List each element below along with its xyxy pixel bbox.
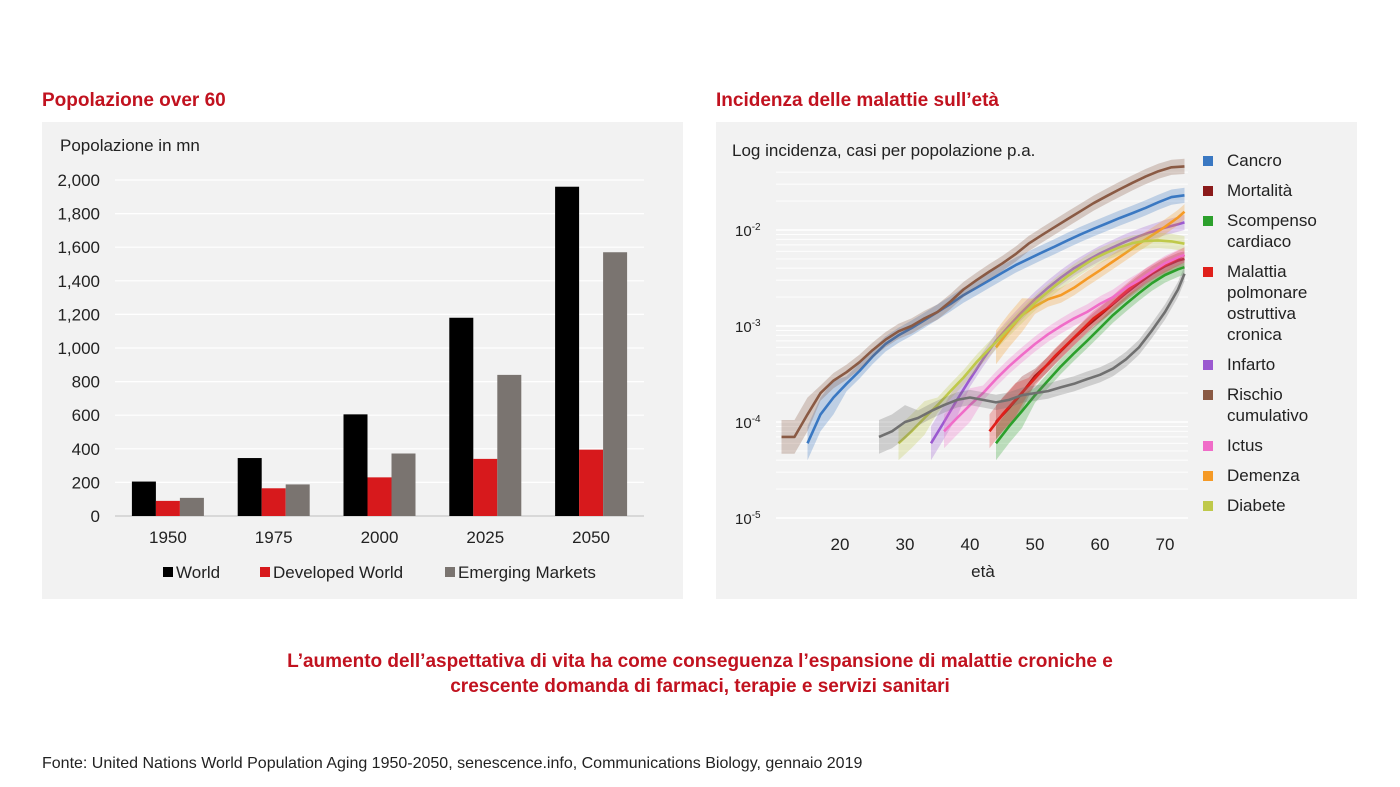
bar-emerging-markets-2000 (391, 453, 416, 516)
population-chart-panel: Popolazione in mn 0 200 400 600 800 1,000 1,200… (42, 122, 683, 599)
bar-developed-world-1975 (261, 488, 286, 516)
legend-item-rischio-cumulativo: Rischio cumulativo (1200, 384, 1350, 426)
bar-world-2050 (555, 186, 580, 516)
legend-label: Malattia polmonare ostruttiva cronica (1227, 262, 1308, 344)
legend-item-cancro: Cancro (1200, 150, 1350, 171)
bar-y-tick-label: 1,200 (57, 305, 100, 324)
source-note: Fonte: United Nations World Population A… (42, 755, 863, 772)
right-chart-title: Incidenza delle malattie sull’età (716, 90, 999, 111)
line-x-tick-label: 40 (961, 535, 980, 554)
bar-x-tick-label: 2000 (361, 528, 399, 547)
legend-label: Rischio cumulativo (1227, 385, 1309, 425)
line-y-tick-label: 10-2 (735, 222, 761, 240)
band-malattia-polmonare-ostruttiva-cronica (989, 247, 1185, 449)
conclusion-line-1: L’aumento dell’aspettativa di vita ha co… (287, 651, 1113, 672)
bar-x-tick-label: 1975 (255, 528, 293, 547)
legend-label: Cancro (1227, 151, 1282, 170)
line-rischio-cumulativo (781, 165, 1185, 439)
conclusion-line-2: crescente domanda di farmaci, terapie e … (450, 676, 950, 697)
line-x-tick-label: 60 (1091, 535, 1110, 554)
bar-y-tick-label: 2,000 (57, 171, 100, 190)
line-diabete (897, 239, 1185, 445)
bar-y-tick-label: 1,400 (57, 272, 100, 291)
legend-item-demenza: Demenza (1200, 465, 1350, 486)
legend-item-infarto: Infarto (1200, 354, 1350, 375)
bar-developed-world-1950 (155, 500, 180, 516)
bar-y-tick-label: 400 (72, 440, 100, 459)
legend-swatch (1203, 216, 1213, 226)
band-series-10 (879, 266, 1185, 454)
bar-y-axis-label: Popolazione in mn (60, 136, 200, 155)
line-series-10 (878, 273, 1186, 439)
line-x-tick-label: 20 (831, 535, 850, 554)
line-x-axis-label: età (971, 562, 995, 581)
bar-emerging-markets-2025 (497, 374, 522, 516)
legend-swatch (1203, 267, 1213, 277)
bar-emerging-markets-1950 (179, 497, 204, 516)
bar-y-tick-label: 600 (72, 406, 100, 425)
legend-item-scompenso-cardiaco: Scompenso cardiaco (1200, 210, 1350, 252)
bar-x-tick-label: 1950 (149, 528, 187, 547)
bar-y-tick-label: 0 (91, 507, 100, 526)
line-ictus (943, 253, 1185, 433)
bar-developed-world-2025 (473, 458, 498, 516)
bar-legend-swatch-developed-world (260, 567, 270, 577)
conclusion-text: L’aumento dell’aspettativa di vita ha co… (0, 649, 1400, 699)
line-x-tick-label: 50 (1026, 535, 1045, 554)
bar-world-1950 (131, 481, 156, 516)
bar-y-tick-label: 1,000 (57, 339, 100, 358)
bar-x-tick-label: 2025 (466, 528, 504, 547)
legend-swatch (1203, 390, 1213, 400)
legend-swatch (1203, 186, 1213, 196)
line-infarto (929, 221, 1185, 444)
legend-swatch (1203, 441, 1213, 451)
bar-y-tick-label: 1,600 (57, 238, 100, 257)
line-y-tick-label: 10-3 (735, 318, 761, 336)
legend-label: Mortalità (1227, 181, 1293, 200)
legend-label: Diabete (1227, 496, 1286, 515)
legend-label: Demenza (1227, 466, 1300, 485)
disease-incidence-panel: Log incidenza, casi per popolazione p.a.… (716, 122, 1357, 599)
legend-label: Scompenso cardiaco (1227, 211, 1317, 251)
bar-y-tick-label: 800 (72, 373, 100, 392)
bar-developed-world-2050 (579, 449, 604, 516)
line-scompenso-cardiaco (994, 265, 1185, 445)
left-chart-title: Popolazione over 60 (42, 90, 226, 111)
bar-developed-world-2000 (367, 477, 392, 516)
bar-emerging-markets-1975 (285, 484, 310, 516)
legend-item-ictus: Ictus (1200, 435, 1350, 456)
band-mortalita (996, 251, 1185, 439)
legend-swatch (1203, 471, 1213, 481)
line-x-tick-label: 70 (1156, 535, 1175, 554)
bar-world-2000 (343, 414, 368, 516)
bar-world-1975 (237, 458, 262, 516)
bar-x-tick-label: 2050 (572, 528, 610, 547)
legend-label: Infarto (1227, 355, 1276, 374)
bar-legend-swatch-emerging-markets (445, 567, 455, 577)
bar-legend-swatch-world (163, 567, 173, 577)
disease-incidence-line-chart: Log incidenza, casi per popolazione p.a.… (732, 141, 1188, 581)
population-bar-chart: Popolazione in mn 0 200 400 600 800 1,000 1,200… (57, 136, 644, 582)
legend-item-mortalita: Mortalità (1200, 180, 1350, 201)
legend-swatch (1203, 501, 1213, 511)
band-scompenso-cardiaco (996, 259, 1185, 461)
legend-item-malattia-polmonare-ostruttiva-cronica: Malattia polmonare ostruttiva cronica (1200, 261, 1350, 345)
legend-label: Ictus (1227, 436, 1263, 455)
legend-swatch (1203, 156, 1213, 166)
bar-legend-label-emerging-markets: Emerging Markets (458, 563, 596, 582)
line-y-tick-label: 10-5 (735, 510, 761, 528)
legend-item-diabete: Diabete (1200, 495, 1350, 516)
line-cancro (806, 194, 1185, 444)
bar-y-tick-label: 1,800 (57, 205, 100, 224)
bar-legend-label-developed-world: Developed World (273, 563, 403, 582)
line-x-tick-label: 30 (896, 535, 915, 554)
bar-world-2025 (449, 317, 474, 516)
bar-legend-label-world: World (176, 563, 220, 582)
bar-emerging-markets-2050 (603, 252, 628, 517)
bar-y-tick-label: 200 (72, 473, 100, 492)
disease-legend: Cancro Mortalità Scompenso cardiaco Malatti… (1200, 150, 1350, 525)
line-y-axis-label: Log incidenza, casi per popolazione p.a. (732, 141, 1035, 160)
legend-swatch (1203, 360, 1213, 370)
line-y-tick-label: 10-4 (735, 414, 761, 432)
